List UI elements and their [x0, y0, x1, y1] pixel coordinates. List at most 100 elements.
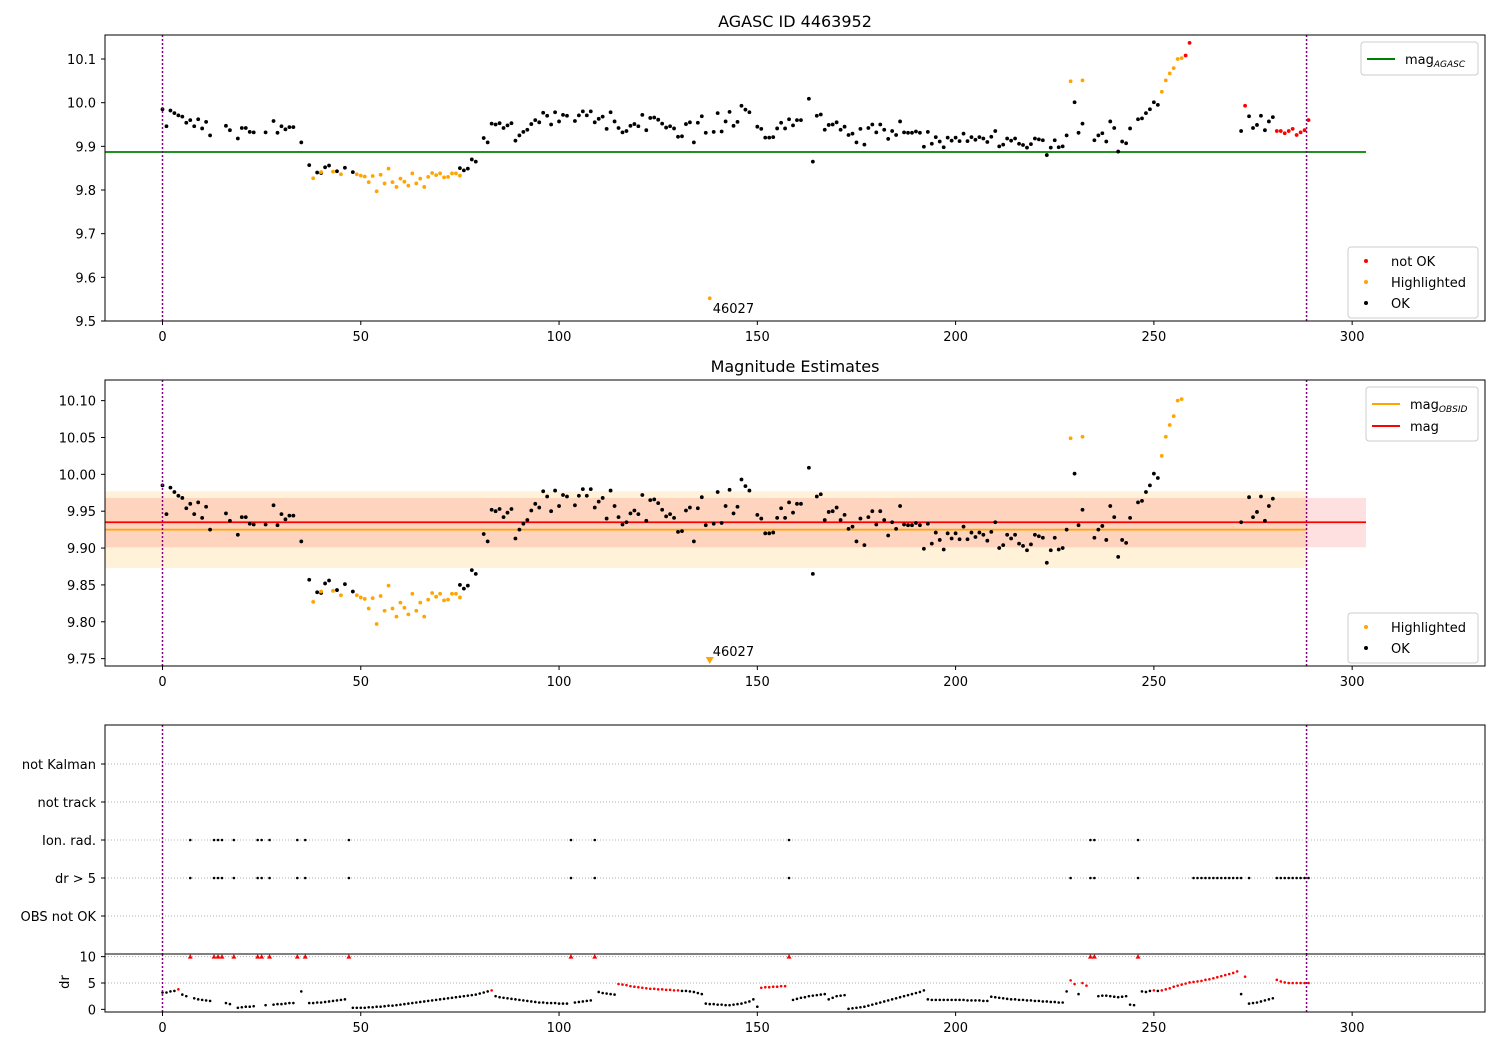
- data-point: [430, 171, 435, 175]
- data-point: [624, 520, 629, 525]
- data-point: [509, 507, 514, 511]
- dr-clipped-marker: [786, 954, 792, 959]
- flag-point: [232, 838, 236, 842]
- dr-point: [506, 996, 509, 1000]
- x-tick-label: 100: [547, 1021, 572, 1036]
- flag-point: [1275, 876, 1279, 880]
- dr-point: [767, 985, 771, 989]
- dr-point: [692, 990, 696, 994]
- data-point: [271, 503, 276, 508]
- data-point: [1171, 66, 1176, 71]
- data-point: [977, 135, 982, 140]
- dr-point: [815, 993, 819, 997]
- data-point: [172, 490, 177, 494]
- dr-point: [974, 999, 977, 1002]
- data-point: [545, 494, 550, 499]
- data-point: [1052, 138, 1057, 143]
- data-point: [382, 608, 387, 613]
- data-point: [1017, 541, 1021, 546]
- data-point: [799, 118, 803, 123]
- dr-point: [1085, 984, 1088, 987]
- dr-point: [1295, 981, 1298, 985]
- x-tick-label: 150: [745, 1021, 770, 1036]
- flag-point: [260, 838, 263, 842]
- data-point: [576, 493, 581, 498]
- dr-clipped-marker: [267, 954, 273, 959]
- data-point: [727, 487, 732, 492]
- dr-point: [918, 990, 922, 994]
- data-point: [711, 521, 716, 526]
- data-point: [604, 516, 609, 521]
- flag-point: [268, 876, 271, 880]
- dr-point: [942, 998, 946, 1002]
- data-point: [450, 591, 454, 596]
- legend-label-main: mag: [1410, 398, 1439, 413]
- dr-point: [993, 995, 997, 999]
- legend-box: [1360, 41, 1479, 76]
- dr-point: [1263, 999, 1267, 1002]
- data-point: [965, 537, 970, 542]
- flag-point: [1093, 876, 1096, 880]
- data-point: [1306, 118, 1311, 123]
- dr-point: [1180, 983, 1183, 986]
- data-point: [688, 120, 692, 125]
- data-point: [791, 123, 795, 128]
- data-point: [1040, 138, 1045, 143]
- dr-point: [577, 1000, 581, 1004]
- data-point: [239, 126, 244, 130]
- dr-point: [882, 1000, 886, 1003]
- dr-point: [1287, 981, 1291, 985]
- dr-point: [1283, 981, 1287, 984]
- x-tick-label: 0: [158, 1021, 166, 1036]
- dr-point: [327, 1000, 331, 1003]
- dr-point: [831, 996, 834, 1000]
- dr-point: [609, 992, 612, 996]
- dr-point: [744, 1001, 747, 1004]
- data-point: [553, 110, 557, 115]
- flag-point: [1291, 876, 1294, 880]
- dr-point: [244, 1005, 248, 1009]
- data-point: [767, 135, 772, 140]
- dr-point: [791, 998, 795, 1002]
- data-point: [680, 134, 684, 139]
- dr-clipped-marker: [294, 954, 300, 959]
- dr-point: [680, 989, 684, 993]
- dr-point: [1200, 979, 1203, 983]
- dr-point: [1013, 998, 1017, 1001]
- data-point: [362, 174, 367, 179]
- dr-point: [803, 995, 807, 999]
- data-point: [1175, 398, 1180, 403]
- data-point: [668, 512, 672, 517]
- legend-marker-label: not OK: [1391, 255, 1436, 270]
- dr-point: [910, 992, 914, 996]
- dr-point: [982, 999, 985, 1003]
- data-point: [1259, 494, 1263, 499]
- dr-point: [1104, 994, 1108, 997]
- data-point: [707, 296, 712, 301]
- dr-point: [454, 995, 458, 999]
- data-point: [858, 126, 863, 131]
- flag-point: [1204, 876, 1207, 880]
- flag-point: [1093, 838, 1096, 842]
- x-tick-label: 250: [1141, 330, 1166, 345]
- data-point: [937, 139, 942, 144]
- data-point: [775, 515, 780, 520]
- dr-point: [204, 999, 208, 1002]
- data-point: [783, 126, 787, 131]
- data-point: [343, 582, 347, 587]
- dr-point: [565, 1002, 569, 1005]
- data-point: [997, 546, 1002, 550]
- data-point: [906, 130, 910, 135]
- y-tick-label: 0: [88, 1003, 96, 1018]
- dr-point: [1001, 996, 1005, 1000]
- data-point: [735, 504, 740, 509]
- x-tick-label: 0: [158, 330, 166, 345]
- data-point: [1140, 116, 1144, 121]
- dr-clipped-marker: [215, 954, 221, 959]
- legend-marker-swatch: [1364, 259, 1368, 263]
- data-point: [1005, 136, 1010, 141]
- dr-point: [902, 994, 906, 998]
- data-point: [1270, 496, 1275, 501]
- dr-clipped-marker: [346, 954, 352, 959]
- dr-point: [938, 998, 942, 1002]
